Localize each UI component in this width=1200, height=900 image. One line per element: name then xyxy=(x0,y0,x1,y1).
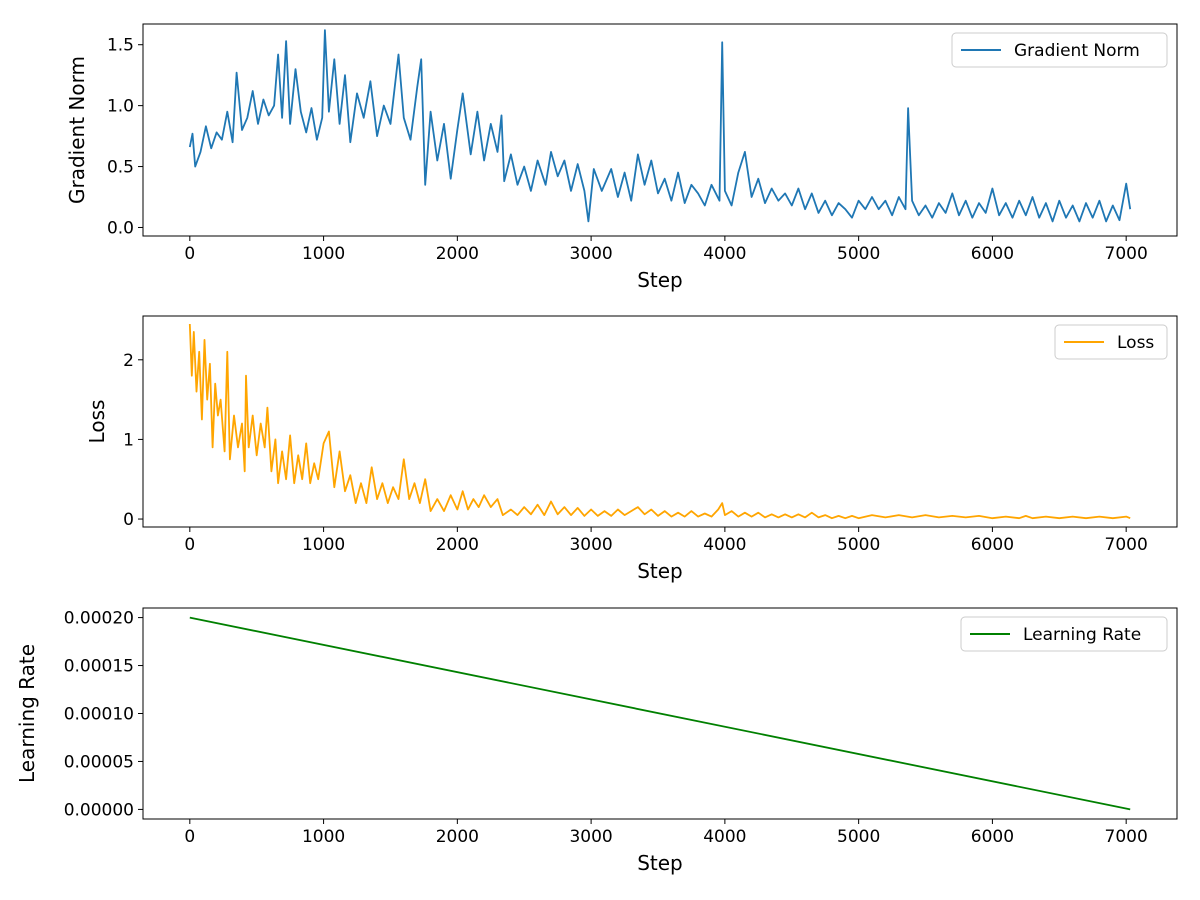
y-tick-label: 1.0 xyxy=(107,97,134,117)
x-tick-label: 5000 xyxy=(837,827,880,847)
axes-frame xyxy=(142,315,1178,528)
x-tick-label: 1000 xyxy=(302,244,345,264)
y-tick-label: 2 xyxy=(123,351,134,371)
x-tick-label: 7000 xyxy=(1105,244,1148,264)
legend-box xyxy=(951,32,1168,68)
y-axis-label: Learning Rate xyxy=(15,644,39,783)
legend: Gradient Norm xyxy=(951,32,1168,68)
x-tick-label: 6000 xyxy=(971,827,1014,847)
y-tick-label: 0.00010 xyxy=(64,705,134,725)
y-tick-label: 1 xyxy=(123,430,134,450)
x-tick-label: 6000 xyxy=(971,535,1014,555)
x-tick-label: 6000 xyxy=(971,244,1014,264)
series-line-learning-rate xyxy=(189,616,1131,811)
x-tick-label: 4000 xyxy=(703,535,746,555)
x-tick-label: 4000 xyxy=(703,244,746,264)
x-tick-label: 3000 xyxy=(569,535,612,555)
y-axis-label: Gradient Norm xyxy=(65,56,89,204)
x-tick-label: 7000 xyxy=(1105,535,1148,555)
x-tick-label: 5000 xyxy=(837,244,880,264)
x-axis-label: Step xyxy=(637,559,683,583)
y-tick-label: 0.0 xyxy=(107,218,134,238)
x-tick-label: 2000 xyxy=(436,244,479,264)
legend: Learning Rate xyxy=(960,616,1168,652)
x-tick-label: 1000 xyxy=(302,535,345,555)
x-tick-label: 0 xyxy=(184,244,195,264)
x-tick-label: 7000 xyxy=(1105,827,1148,847)
legend-box xyxy=(960,616,1168,652)
y-axis-label: Loss xyxy=(85,400,109,444)
legend: Loss xyxy=(1054,324,1168,360)
x-tick-label: 0 xyxy=(184,535,195,555)
x-axis-label: Step xyxy=(637,851,683,875)
chart-panel-gradient-norm: 0 1000 2000 3000 4000 5000 6000 7000 0.0 0.5 1.0 1.… xyxy=(65,23,1178,292)
x-tick-label: 4000 xyxy=(703,827,746,847)
y-tick-label: 0.00015 xyxy=(64,657,134,677)
y-tick-label: 0.00020 xyxy=(64,609,134,629)
axes-frame xyxy=(142,23,1178,237)
x-tick-label: 3000 xyxy=(569,244,612,264)
legend-label: Gradient Norm xyxy=(1014,41,1140,61)
x-tick-label: 2000 xyxy=(436,535,479,555)
legend-label: Loss xyxy=(1117,333,1154,353)
y-tick-label: 0.5 xyxy=(107,158,134,178)
y-tick-label: 0.00000 xyxy=(64,800,134,820)
chart-panel-learning-rate: 0 1000 2000 3000 4000 5000 6000 7000 0.00000 0.00… xyxy=(15,607,1178,875)
series-line-gradient-norm xyxy=(188,29,1132,223)
legend-label: Learning Rate xyxy=(1023,625,1141,645)
x-tick-label: 3000 xyxy=(569,827,612,847)
y-tick-label: 0 xyxy=(123,510,134,530)
chart-panel-loss: 0 1000 2000 3000 4000 5000 6000 7000 0 1 2 Step Loss… xyxy=(85,315,1178,583)
legend-box xyxy=(1054,324,1168,360)
y-tick-label: 0.00005 xyxy=(64,752,134,772)
x-tick-label: 0 xyxy=(184,827,195,847)
series-line-loss xyxy=(188,323,1131,520)
x-axis-label: Step xyxy=(637,268,683,292)
y-tick-label: 1.5 xyxy=(107,36,134,56)
x-tick-label: 5000 xyxy=(837,535,880,555)
x-tick-label: 1000 xyxy=(302,827,345,847)
x-tick-label: 2000 xyxy=(436,827,479,847)
